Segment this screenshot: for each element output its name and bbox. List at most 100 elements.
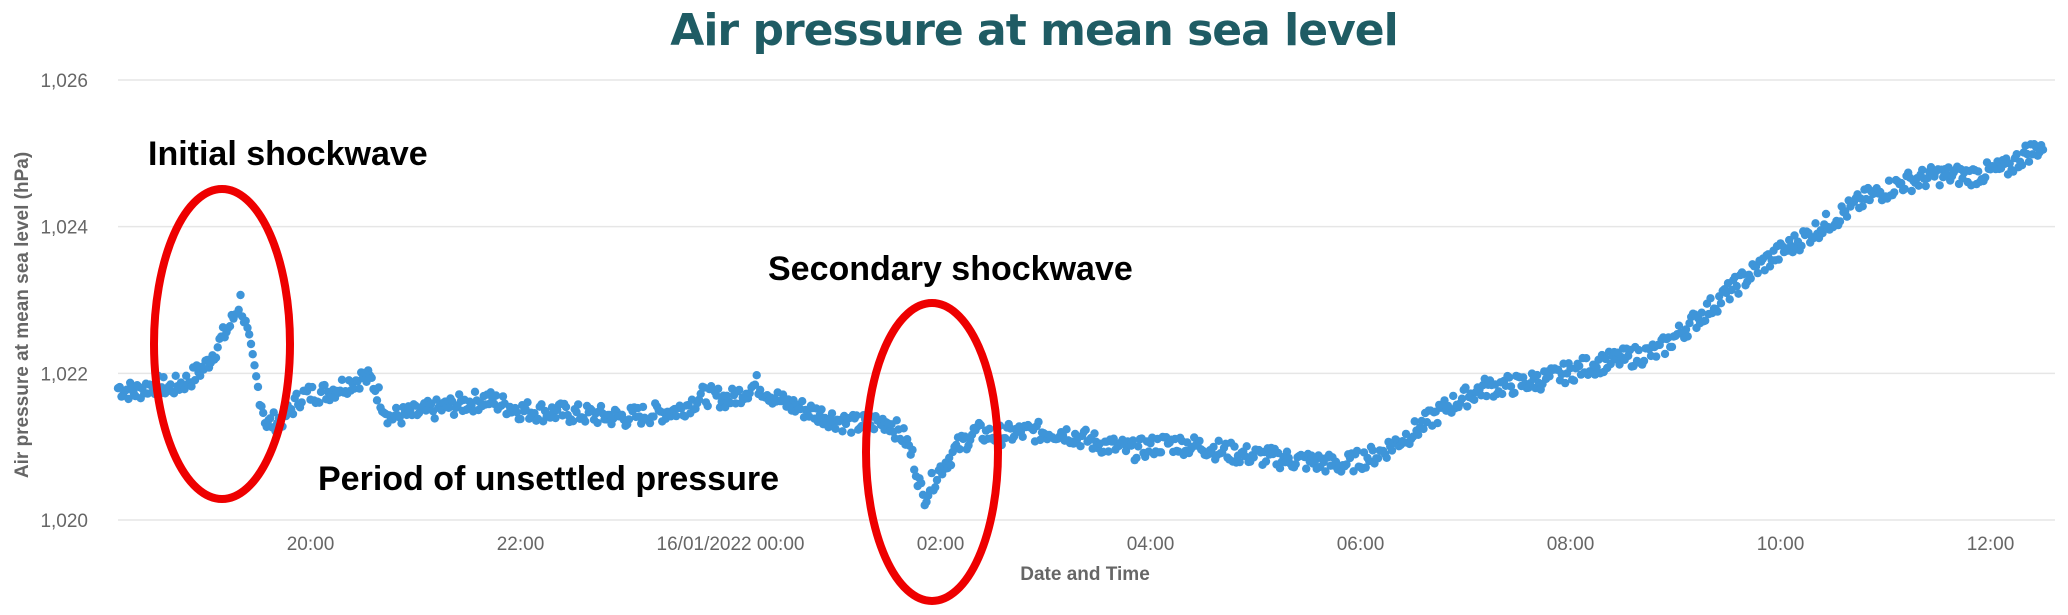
data-point bbox=[315, 398, 324, 407]
data-point bbox=[243, 323, 252, 332]
data-point bbox=[847, 428, 856, 437]
data-point bbox=[2017, 161, 2027, 170]
data-point bbox=[1302, 464, 1311, 473]
data-point bbox=[196, 371, 205, 380]
y-tick-label: 1,024 bbox=[40, 218, 88, 239]
data-point bbox=[1195, 436, 1204, 446]
data-point bbox=[752, 371, 761, 380]
y-axis-ticks: 1,020 1,022 1,024 1,026 bbox=[40, 71, 88, 532]
data-point bbox=[1261, 457, 1271, 466]
data-point bbox=[1506, 382, 1516, 391]
data-point bbox=[1414, 430, 1423, 439]
data-point bbox=[1746, 274, 1755, 283]
data-point bbox=[910, 465, 919, 474]
data-point bbox=[1634, 345, 1643, 355]
data-point bbox=[1470, 395, 1479, 404]
x-tick-label: 08:00 bbox=[1547, 534, 1595, 555]
data-point bbox=[899, 424, 908, 433]
data-point bbox=[1401, 429, 1411, 439]
data-point bbox=[1275, 464, 1285, 473]
data-point bbox=[257, 402, 266, 411]
data-point bbox=[182, 371, 191, 380]
data-point bbox=[596, 401, 606, 411]
data-point bbox=[1944, 163, 1953, 172]
data-point bbox=[955, 445, 964, 454]
data-point bbox=[211, 353, 221, 362]
data-point bbox=[1790, 231, 1799, 240]
data-point bbox=[1034, 417, 1043, 427]
data-point bbox=[1601, 354, 1610, 364]
data-point bbox=[568, 417, 578, 426]
data-point bbox=[246, 339, 256, 349]
y-tick-label: 1,020 bbox=[40, 511, 88, 532]
data-point bbox=[1156, 448, 1166, 457]
x-tick-label: 10:00 bbox=[1757, 534, 1805, 555]
data-point bbox=[124, 394, 133, 404]
data-point bbox=[159, 373, 168, 382]
data-point bbox=[1209, 442, 1218, 452]
data-point bbox=[166, 380, 175, 389]
data-point bbox=[1683, 332, 1692, 341]
data-point bbox=[470, 387, 480, 396]
data-point bbox=[1914, 181, 1923, 190]
data-point bbox=[735, 385, 744, 395]
data-point bbox=[1561, 378, 1570, 388]
data-point bbox=[1582, 354, 1591, 363]
data-point bbox=[288, 409, 298, 419]
data-point bbox=[1716, 299, 1726, 308]
data-point bbox=[976, 420, 985, 430]
data-point bbox=[225, 322, 235, 331]
data-point bbox=[649, 412, 658, 421]
data-point bbox=[1249, 453, 1258, 462]
data-point bbox=[236, 290, 245, 300]
data-point bbox=[1797, 241, 1806, 251]
data-point bbox=[1921, 181, 1930, 191]
data-point bbox=[931, 483, 940, 492]
data-point bbox=[1900, 184, 1909, 194]
data-point bbox=[523, 398, 532, 407]
data-point bbox=[1242, 442, 1251, 451]
data-point bbox=[672, 411, 681, 421]
data-point bbox=[253, 382, 263, 392]
x-axis-ticks: 20:00 22:00 16/01/2022 00:00 02:00 04:00 06:0… bbox=[287, 534, 2015, 555]
data-point bbox=[1368, 446, 1377, 455]
data-point bbox=[2038, 145, 2048, 154]
data-point bbox=[320, 380, 329, 390]
data-point bbox=[1821, 209, 1831, 219]
data-point bbox=[1461, 383, 1470, 392]
x-axis-title: Date and Time bbox=[1020, 564, 1150, 585]
y-tick-label: 1,022 bbox=[40, 364, 88, 385]
data-point bbox=[1935, 181, 1944, 190]
data-point bbox=[561, 402, 571, 412]
data-point bbox=[245, 330, 254, 339]
data-point bbox=[392, 403, 401, 413]
data-point bbox=[714, 384, 723, 393]
x-tick-label: 04:00 bbox=[1127, 534, 1175, 555]
data-point bbox=[1410, 417, 1419, 426]
data-point bbox=[187, 382, 196, 391]
data-point bbox=[1342, 460, 1351, 469]
data-point bbox=[308, 382, 317, 392]
data-point bbox=[581, 417, 590, 426]
data-point bbox=[337, 375, 347, 384]
data-point bbox=[297, 398, 306, 407]
data-point bbox=[516, 414, 525, 424]
data-point bbox=[985, 424, 994, 433]
data-point bbox=[892, 416, 901, 425]
data-point bbox=[1907, 186, 1916, 196]
x-tick-label: 22:00 bbox=[497, 534, 545, 555]
data-point bbox=[645, 418, 655, 428]
data-point bbox=[2012, 150, 2021, 159]
data-point bbox=[537, 400, 546, 409]
data-point bbox=[1818, 229, 1827, 238]
data-point bbox=[1753, 268, 1762, 278]
data-point bbox=[1018, 432, 1027, 441]
data-point bbox=[1104, 447, 1113, 456]
x-tick-label: 12:00 bbox=[1967, 534, 2015, 555]
data-point bbox=[213, 343, 222, 352]
data-point bbox=[922, 497, 931, 507]
data-point bbox=[1498, 389, 1507, 399]
data-point bbox=[316, 387, 326, 397]
data-point bbox=[1713, 307, 1722, 316]
data-point bbox=[638, 402, 648, 412]
